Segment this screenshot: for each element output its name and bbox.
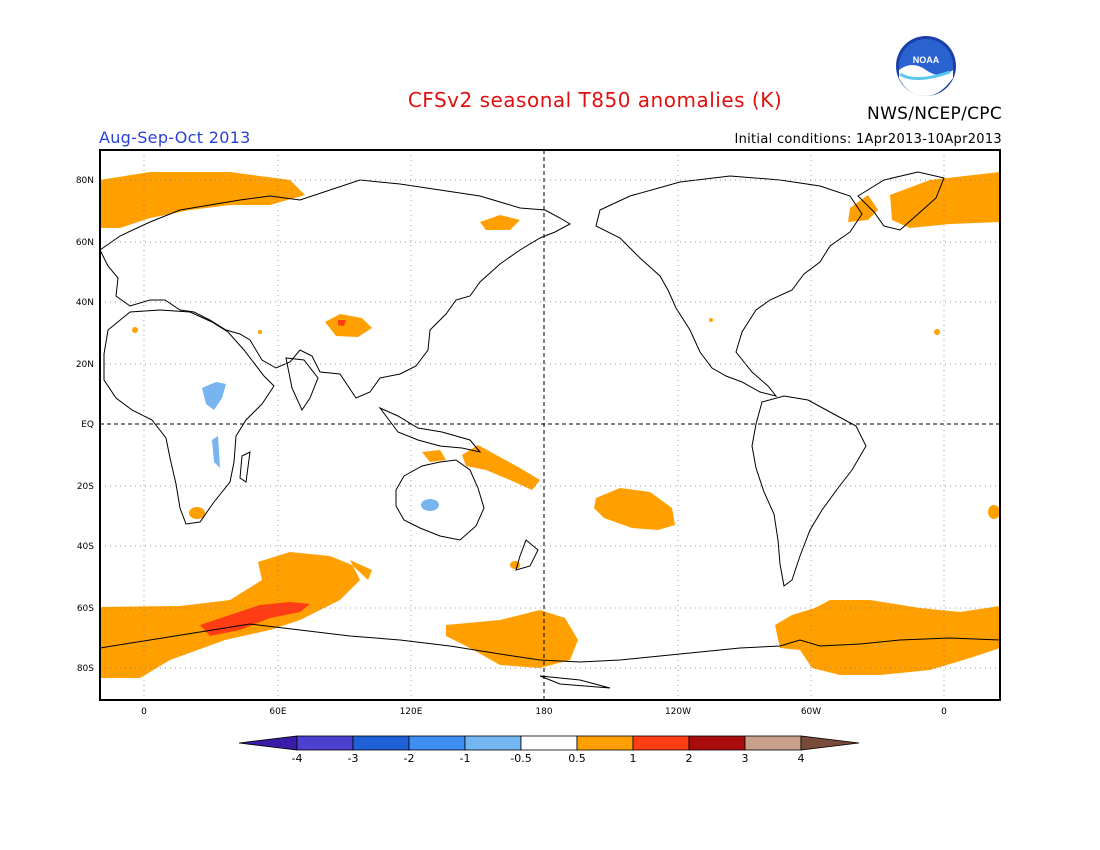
lon-label: 60E	[269, 707, 286, 717]
lon-label: 60W	[801, 707, 821, 717]
colorbar-label: -2	[404, 752, 415, 765]
lat-label: 20N	[76, 360, 94, 370]
lat-label: EQ	[81, 420, 94, 430]
map-frame	[99, 149, 1001, 701]
colorbar-label: -1	[460, 752, 471, 765]
warm-anomaly-region	[462, 445, 540, 490]
warm-anomaly-region	[422, 450, 446, 462]
colorbar-swatch	[520, 735, 578, 751]
warm-anomaly-region	[325, 314, 372, 337]
cool-anomaly-region	[212, 436, 220, 468]
warm-anomaly-region	[848, 195, 878, 222]
colorbar-label: 4	[798, 752, 805, 765]
anomaly-shading	[100, 172, 1000, 678]
lon-label: 120W	[665, 707, 691, 717]
lat-label: 60N	[76, 238, 94, 248]
lon-label: 180	[535, 707, 552, 717]
colorbar-min-arrow	[238, 735, 298, 751]
colorbar-max-arrow	[800, 735, 860, 751]
lon-label: 0	[141, 707, 147, 717]
colorbar-swatch	[352, 735, 410, 751]
colorbar-swatch	[632, 735, 690, 751]
lon-label: 0	[941, 707, 947, 717]
colorbar-swatch	[576, 735, 634, 751]
gridlines	[100, 150, 1000, 700]
colorbar-label: -3	[348, 752, 359, 765]
warm-anomaly-region	[594, 488, 675, 530]
colorbar-swatch	[296, 735, 354, 751]
lat-label: 20S	[77, 482, 94, 492]
map-title: CFSv2 seasonal T850 anomalies (K)	[407, 88, 783, 112]
colorbar-label: 0.5	[568, 752, 586, 765]
warm-anomaly-region	[775, 600, 1000, 675]
colorbar-swatch	[688, 735, 746, 751]
colorbar-label: 1	[630, 752, 637, 765]
noaa-logo-text: NOAA	[913, 55, 940, 65]
warm-anomaly-region	[446, 610, 578, 668]
colorbar-swatch	[744, 735, 802, 751]
strong-warm-anomaly-region	[338, 320, 346, 326]
coastlines	[99, 171, 1001, 701]
noaa-logo: NOAA	[896, 36, 956, 96]
colorbar-label: -4	[292, 752, 303, 765]
lat-label: 80S	[77, 664, 94, 674]
colorbar-label: 3	[742, 752, 749, 765]
agency-label: NWS/NCEP/CPC	[867, 104, 1002, 124]
cool-anomaly-region	[202, 382, 226, 410]
lat-label: 40S	[77, 542, 94, 552]
map-panel: 80N 60N 40N 20N EQ 20S 40S 60S 80S 0 60E…	[76, 149, 1001, 717]
longitude-labels: 0 60E 120E 180 120W 60W 0	[141, 707, 947, 717]
colorbar-label: 2	[686, 752, 693, 765]
colorbar: -4 -3 -2 -1 -0.5 0.5 1 2 3 4	[238, 735, 860, 765]
warm-anomaly-region	[100, 172, 305, 228]
forecast-period: Aug-Sep-Oct 2013	[99, 128, 251, 147]
lat-label: 80N	[76, 176, 94, 186]
lat-label: 60S	[77, 604, 94, 614]
colorbar-swatch	[408, 735, 466, 751]
colorbar-label: -0.5	[510, 752, 531, 765]
warm-anomaly-region	[480, 215, 520, 230]
latitude-labels: 80N 60N 40N 20N EQ 20S 40S 60S 80S	[76, 176, 94, 674]
initial-conditions: Initial conditions: 1Apr2013-10Apr2013	[734, 132, 1002, 147]
colorbar-swatch	[464, 735, 522, 751]
lon-label: 120E	[400, 707, 423, 717]
lat-label: 40N	[76, 298, 94, 308]
